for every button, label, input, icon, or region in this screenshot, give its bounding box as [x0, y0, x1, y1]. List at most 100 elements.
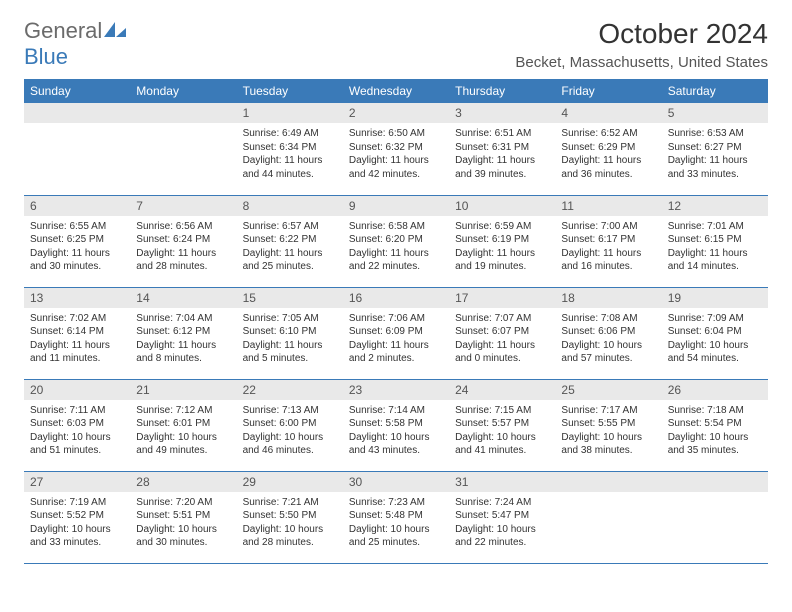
sunset-line: Sunset: 5:54 PM: [668, 417, 762, 431]
day-number: 31: [449, 472, 555, 492]
daylight-line: Daylight: 11 hours and 28 minutes.: [136, 247, 230, 274]
day-content: Sunrise: 7:23 AMSunset: 5:48 PMDaylight:…: [343, 492, 449, 554]
sunset-line: Sunset: 6:25 PM: [30, 233, 124, 247]
sunset-line: Sunset: 6:14 PM: [30, 325, 124, 339]
day-content: Sunrise: 7:08 AMSunset: 6:06 PMDaylight:…: [555, 308, 661, 370]
sunrise-line: Sunrise: 7:21 AM: [243, 496, 337, 510]
sunrise-line: Sunrise: 6:56 AM: [136, 220, 230, 234]
calendar-day-cell: 25Sunrise: 7:17 AMSunset: 5:55 PMDayligh…: [555, 379, 661, 471]
day-content: Sunrise: 7:04 AMSunset: 6:12 PMDaylight:…: [130, 308, 236, 370]
sunrise-line: Sunrise: 7:12 AM: [136, 404, 230, 418]
day-content: [130, 123, 236, 131]
day-content: Sunrise: 7:12 AMSunset: 6:01 PMDaylight:…: [130, 400, 236, 462]
calendar-day-cell: [662, 471, 768, 563]
daylight-line: Daylight: 11 hours and 0 minutes.: [455, 339, 549, 366]
day-number: 15: [237, 288, 343, 308]
day-content: Sunrise: 7:15 AMSunset: 5:57 PMDaylight:…: [449, 400, 555, 462]
sunrise-line: Sunrise: 7:05 AM: [243, 312, 337, 326]
sunrise-line: Sunrise: 7:13 AM: [243, 404, 337, 418]
day-number: 16: [343, 288, 449, 308]
sunrise-line: Sunrise: 7:15 AM: [455, 404, 549, 418]
sunset-line: Sunset: 5:58 PM: [349, 417, 443, 431]
day-number: 19: [662, 288, 768, 308]
calendar-day-cell: 1Sunrise: 6:49 AMSunset: 6:34 PMDaylight…: [237, 103, 343, 195]
day-number: 28: [130, 472, 236, 492]
day-content: Sunrise: 7:14 AMSunset: 5:58 PMDaylight:…: [343, 400, 449, 462]
day-content: Sunrise: 7:19 AMSunset: 5:52 PMDaylight:…: [24, 492, 130, 554]
day-content: Sunrise: 6:53 AMSunset: 6:27 PMDaylight:…: [662, 123, 768, 185]
daylight-line: Daylight: 10 hours and 49 minutes.: [136, 431, 230, 458]
sunrise-line: Sunrise: 7:17 AM: [561, 404, 655, 418]
calendar-day-cell: 13Sunrise: 7:02 AMSunset: 6:14 PMDayligh…: [24, 287, 130, 379]
daylight-line: Daylight: 11 hours and 44 minutes.: [243, 154, 337, 181]
day-number: 21: [130, 380, 236, 400]
day-number: 2: [343, 103, 449, 123]
logo-text: GeneralBlue: [24, 18, 126, 70]
sunset-line: Sunset: 6:20 PM: [349, 233, 443, 247]
logo-sail-icon: [104, 18, 126, 44]
day-number: 26: [662, 380, 768, 400]
sunset-line: Sunset: 5:48 PM: [349, 509, 443, 523]
calendar-day-cell: 12Sunrise: 7:01 AMSunset: 6:15 PMDayligh…: [662, 195, 768, 287]
sunset-line: Sunset: 6:31 PM: [455, 141, 549, 155]
day-number: 11: [555, 196, 661, 216]
daylight-line: Daylight: 11 hours and 11 minutes.: [30, 339, 124, 366]
calendar-day-cell: 17Sunrise: 7:07 AMSunset: 6:07 PMDayligh…: [449, 287, 555, 379]
day-number: 13: [24, 288, 130, 308]
day-content: Sunrise: 7:00 AMSunset: 6:17 PMDaylight:…: [555, 216, 661, 278]
sunset-line: Sunset: 5:52 PM: [30, 509, 124, 523]
weekday-header-row: SundayMondayTuesdayWednesdayThursdayFrid…: [24, 79, 768, 103]
day-content: Sunrise: 6:52 AMSunset: 6:29 PMDaylight:…: [555, 123, 661, 185]
day-number: 12: [662, 196, 768, 216]
sunrise-line: Sunrise: 6:58 AM: [349, 220, 443, 234]
daylight-line: Daylight: 10 hours and 28 minutes.: [243, 523, 337, 550]
day-content: Sunrise: 6:56 AMSunset: 6:24 PMDaylight:…: [130, 216, 236, 278]
calendar-day-cell: 15Sunrise: 7:05 AMSunset: 6:10 PMDayligh…: [237, 287, 343, 379]
day-content: Sunrise: 7:07 AMSunset: 6:07 PMDaylight:…: [449, 308, 555, 370]
calendar-day-cell: [24, 103, 130, 195]
weekday-header: Monday: [130, 79, 236, 103]
calendar-day-cell: 16Sunrise: 7:06 AMSunset: 6:09 PMDayligh…: [343, 287, 449, 379]
calendar-day-cell: 19Sunrise: 7:09 AMSunset: 6:04 PMDayligh…: [662, 287, 768, 379]
calendar-week-row: 27Sunrise: 7:19 AMSunset: 5:52 PMDayligh…: [24, 471, 768, 563]
day-number: 29: [237, 472, 343, 492]
day-content: Sunrise: 7:20 AMSunset: 5:51 PMDaylight:…: [130, 492, 236, 554]
day-number: 10: [449, 196, 555, 216]
daylight-line: Daylight: 11 hours and 36 minutes.: [561, 154, 655, 181]
sunrise-line: Sunrise: 6:50 AM: [349, 127, 443, 141]
page-header: GeneralBlue October 2024 Becket, Massach…: [24, 18, 768, 71]
day-number: 23: [343, 380, 449, 400]
sunset-line: Sunset: 5:55 PM: [561, 417, 655, 431]
sunset-line: Sunset: 6:09 PM: [349, 325, 443, 339]
calendar-day-cell: 6Sunrise: 6:55 AMSunset: 6:25 PMDaylight…: [24, 195, 130, 287]
sunset-line: Sunset: 6:22 PM: [243, 233, 337, 247]
day-content: [662, 492, 768, 500]
sunset-line: Sunset: 6:32 PM: [349, 141, 443, 155]
day-content: [24, 123, 130, 131]
calendar-day-cell: 29Sunrise: 7:21 AMSunset: 5:50 PMDayligh…: [237, 471, 343, 563]
day-content: Sunrise: 7:11 AMSunset: 6:03 PMDaylight:…: [24, 400, 130, 462]
day-number: 3: [449, 103, 555, 123]
weekday-header: Saturday: [662, 79, 768, 103]
day-number: 8: [237, 196, 343, 216]
day-number: 17: [449, 288, 555, 308]
day-number: 20: [24, 380, 130, 400]
location: Becket, Massachusetts, United States: [515, 54, 768, 71]
day-content: Sunrise: 6:50 AMSunset: 6:32 PMDaylight:…: [343, 123, 449, 185]
calendar-day-cell: 20Sunrise: 7:11 AMSunset: 6:03 PMDayligh…: [24, 379, 130, 471]
sunset-line: Sunset: 5:47 PM: [455, 509, 549, 523]
sunrise-line: Sunrise: 7:04 AM: [136, 312, 230, 326]
calendar-day-cell: [555, 471, 661, 563]
weekday-header: Sunday: [24, 79, 130, 103]
sunset-line: Sunset: 6:06 PM: [561, 325, 655, 339]
calendar-day-cell: 18Sunrise: 7:08 AMSunset: 6:06 PMDayligh…: [555, 287, 661, 379]
day-content: Sunrise: 7:13 AMSunset: 6:00 PMDaylight:…: [237, 400, 343, 462]
calendar-week-row: 13Sunrise: 7:02 AMSunset: 6:14 PMDayligh…: [24, 287, 768, 379]
sunrise-line: Sunrise: 7:01 AM: [668, 220, 762, 234]
sunset-line: Sunset: 6:07 PM: [455, 325, 549, 339]
daylight-line: Daylight: 11 hours and 30 minutes.: [30, 247, 124, 274]
day-number: [130, 103, 236, 123]
day-number: 5: [662, 103, 768, 123]
day-number: 7: [130, 196, 236, 216]
sunrise-line: Sunrise: 6:55 AM: [30, 220, 124, 234]
